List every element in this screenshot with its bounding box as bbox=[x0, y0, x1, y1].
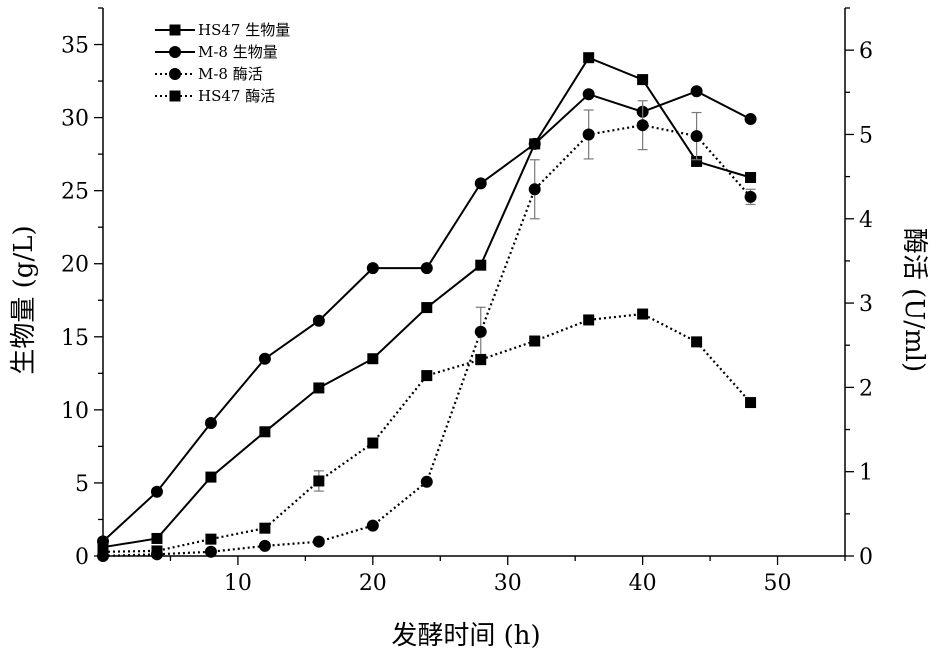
data-point bbox=[313, 475, 325, 487]
y-left-tick-label: 10 bbox=[61, 399, 89, 424]
x-tick-label: 40 bbox=[629, 571, 657, 596]
legend-label: M-8 酶活 bbox=[198, 65, 263, 83]
data-point bbox=[313, 382, 325, 394]
y-right-tick-label: 3 bbox=[859, 292, 873, 317]
data-point bbox=[97, 535, 109, 548]
legend-marker bbox=[169, 46, 181, 58]
x-tick-label: 30 bbox=[494, 571, 522, 596]
data-point bbox=[258, 539, 271, 552]
y-right-tick-label: 4 bbox=[859, 208, 873, 233]
data-point bbox=[312, 314, 325, 327]
y-axis-right-title: 酶活 (U/ml) bbox=[899, 228, 929, 372]
legend-label: HS47 生物量 bbox=[198, 21, 290, 39]
data-point bbox=[474, 177, 487, 190]
legend-entry-2: M-8 生物量 bbox=[155, 43, 278, 61]
series-line bbox=[102, 124, 752, 558]
data-point bbox=[745, 397, 757, 409]
series-line bbox=[102, 312, 752, 553]
data-point bbox=[583, 52, 595, 64]
legend-marker bbox=[169, 24, 181, 36]
data-point bbox=[529, 335, 541, 347]
data-point bbox=[745, 172, 757, 184]
y-axis-left-title: 生物量 (g/L) bbox=[9, 225, 39, 374]
data-point bbox=[151, 532, 163, 544]
y-right-tick-label: 5 bbox=[859, 123, 873, 148]
data-point bbox=[744, 113, 757, 126]
y-left-tick-label: 15 bbox=[61, 326, 89, 351]
plot-series bbox=[97, 52, 757, 562]
y-left-tick-label: 30 bbox=[61, 107, 89, 132]
y-left-tick-label: 35 bbox=[61, 34, 89, 59]
x-axis-title: 发酵时间 (h) bbox=[391, 621, 540, 651]
data-point bbox=[367, 437, 379, 449]
legend: HS47 生物量 M-8 生物量 M-8 酶活 HS47 酶活 bbox=[155, 21, 290, 105]
data-point bbox=[312, 535, 325, 548]
legend-marker bbox=[169, 68, 181, 80]
data-point bbox=[582, 88, 595, 101]
y-right-tick-label: 6 bbox=[859, 39, 873, 64]
data-point bbox=[691, 155, 703, 167]
data-point bbox=[690, 85, 703, 98]
y-left-tick-label: 5 bbox=[75, 472, 89, 497]
y-left-tick-label: 25 bbox=[61, 180, 89, 205]
data-point bbox=[205, 471, 217, 483]
data-point bbox=[636, 119, 649, 132]
x-tick-label: 20 bbox=[359, 571, 387, 596]
data-point bbox=[583, 314, 595, 326]
y-left-tick-label: 0 bbox=[75, 545, 89, 570]
series-line bbox=[102, 90, 752, 543]
data-point bbox=[637, 74, 649, 86]
data-point bbox=[690, 130, 703, 143]
data-point bbox=[259, 426, 271, 438]
data-point bbox=[205, 533, 217, 545]
data-point bbox=[420, 262, 433, 275]
data-point bbox=[367, 353, 379, 365]
legend-label: M-8 生物量 bbox=[198, 43, 278, 61]
series-4 bbox=[97, 308, 757, 558]
data-point bbox=[582, 128, 595, 141]
data-point bbox=[259, 522, 271, 534]
data-point bbox=[744, 190, 757, 203]
data-point bbox=[474, 325, 487, 338]
data-point bbox=[421, 370, 433, 382]
data-point bbox=[528, 183, 541, 196]
data-point bbox=[637, 308, 649, 320]
data-point bbox=[366, 519, 379, 532]
data-point bbox=[366, 262, 379, 275]
data-point bbox=[204, 417, 217, 430]
data-point bbox=[420, 475, 433, 488]
data-point bbox=[258, 352, 271, 365]
y-left-tick-label: 20 bbox=[61, 253, 89, 278]
data-point bbox=[151, 545, 163, 557]
legend-entry-3: M-8 酶活 bbox=[155, 65, 263, 83]
legend-label: HS47 酶活 bbox=[198, 87, 275, 105]
legend-marker bbox=[169, 90, 181, 102]
data-point bbox=[204, 545, 217, 558]
y-right-tick-label: 1 bbox=[859, 461, 873, 486]
data-point bbox=[150, 485, 163, 498]
y-right-tick-label: 2 bbox=[859, 376, 873, 401]
data-point bbox=[528, 137, 541, 150]
axes: 10 20 30 40 50 0 5 10 15 20 25 30 35 0 1 2 3 4 5 6 bbox=[61, 7, 873, 596]
data-point bbox=[475, 259, 487, 271]
legend-entry-1: HS47 生物量 bbox=[155, 21, 290, 39]
y-right-tick-label: 0 bbox=[859, 545, 873, 570]
data-point bbox=[475, 354, 487, 366]
data-point bbox=[691, 336, 703, 348]
data-point bbox=[421, 302, 433, 314]
x-tick-label: 50 bbox=[764, 571, 792, 596]
series-1 bbox=[97, 52, 757, 553]
data-point bbox=[97, 546, 109, 558]
legend-entry-4: HS47 酶活 bbox=[155, 87, 275, 105]
x-tick-label: 10 bbox=[224, 571, 252, 596]
